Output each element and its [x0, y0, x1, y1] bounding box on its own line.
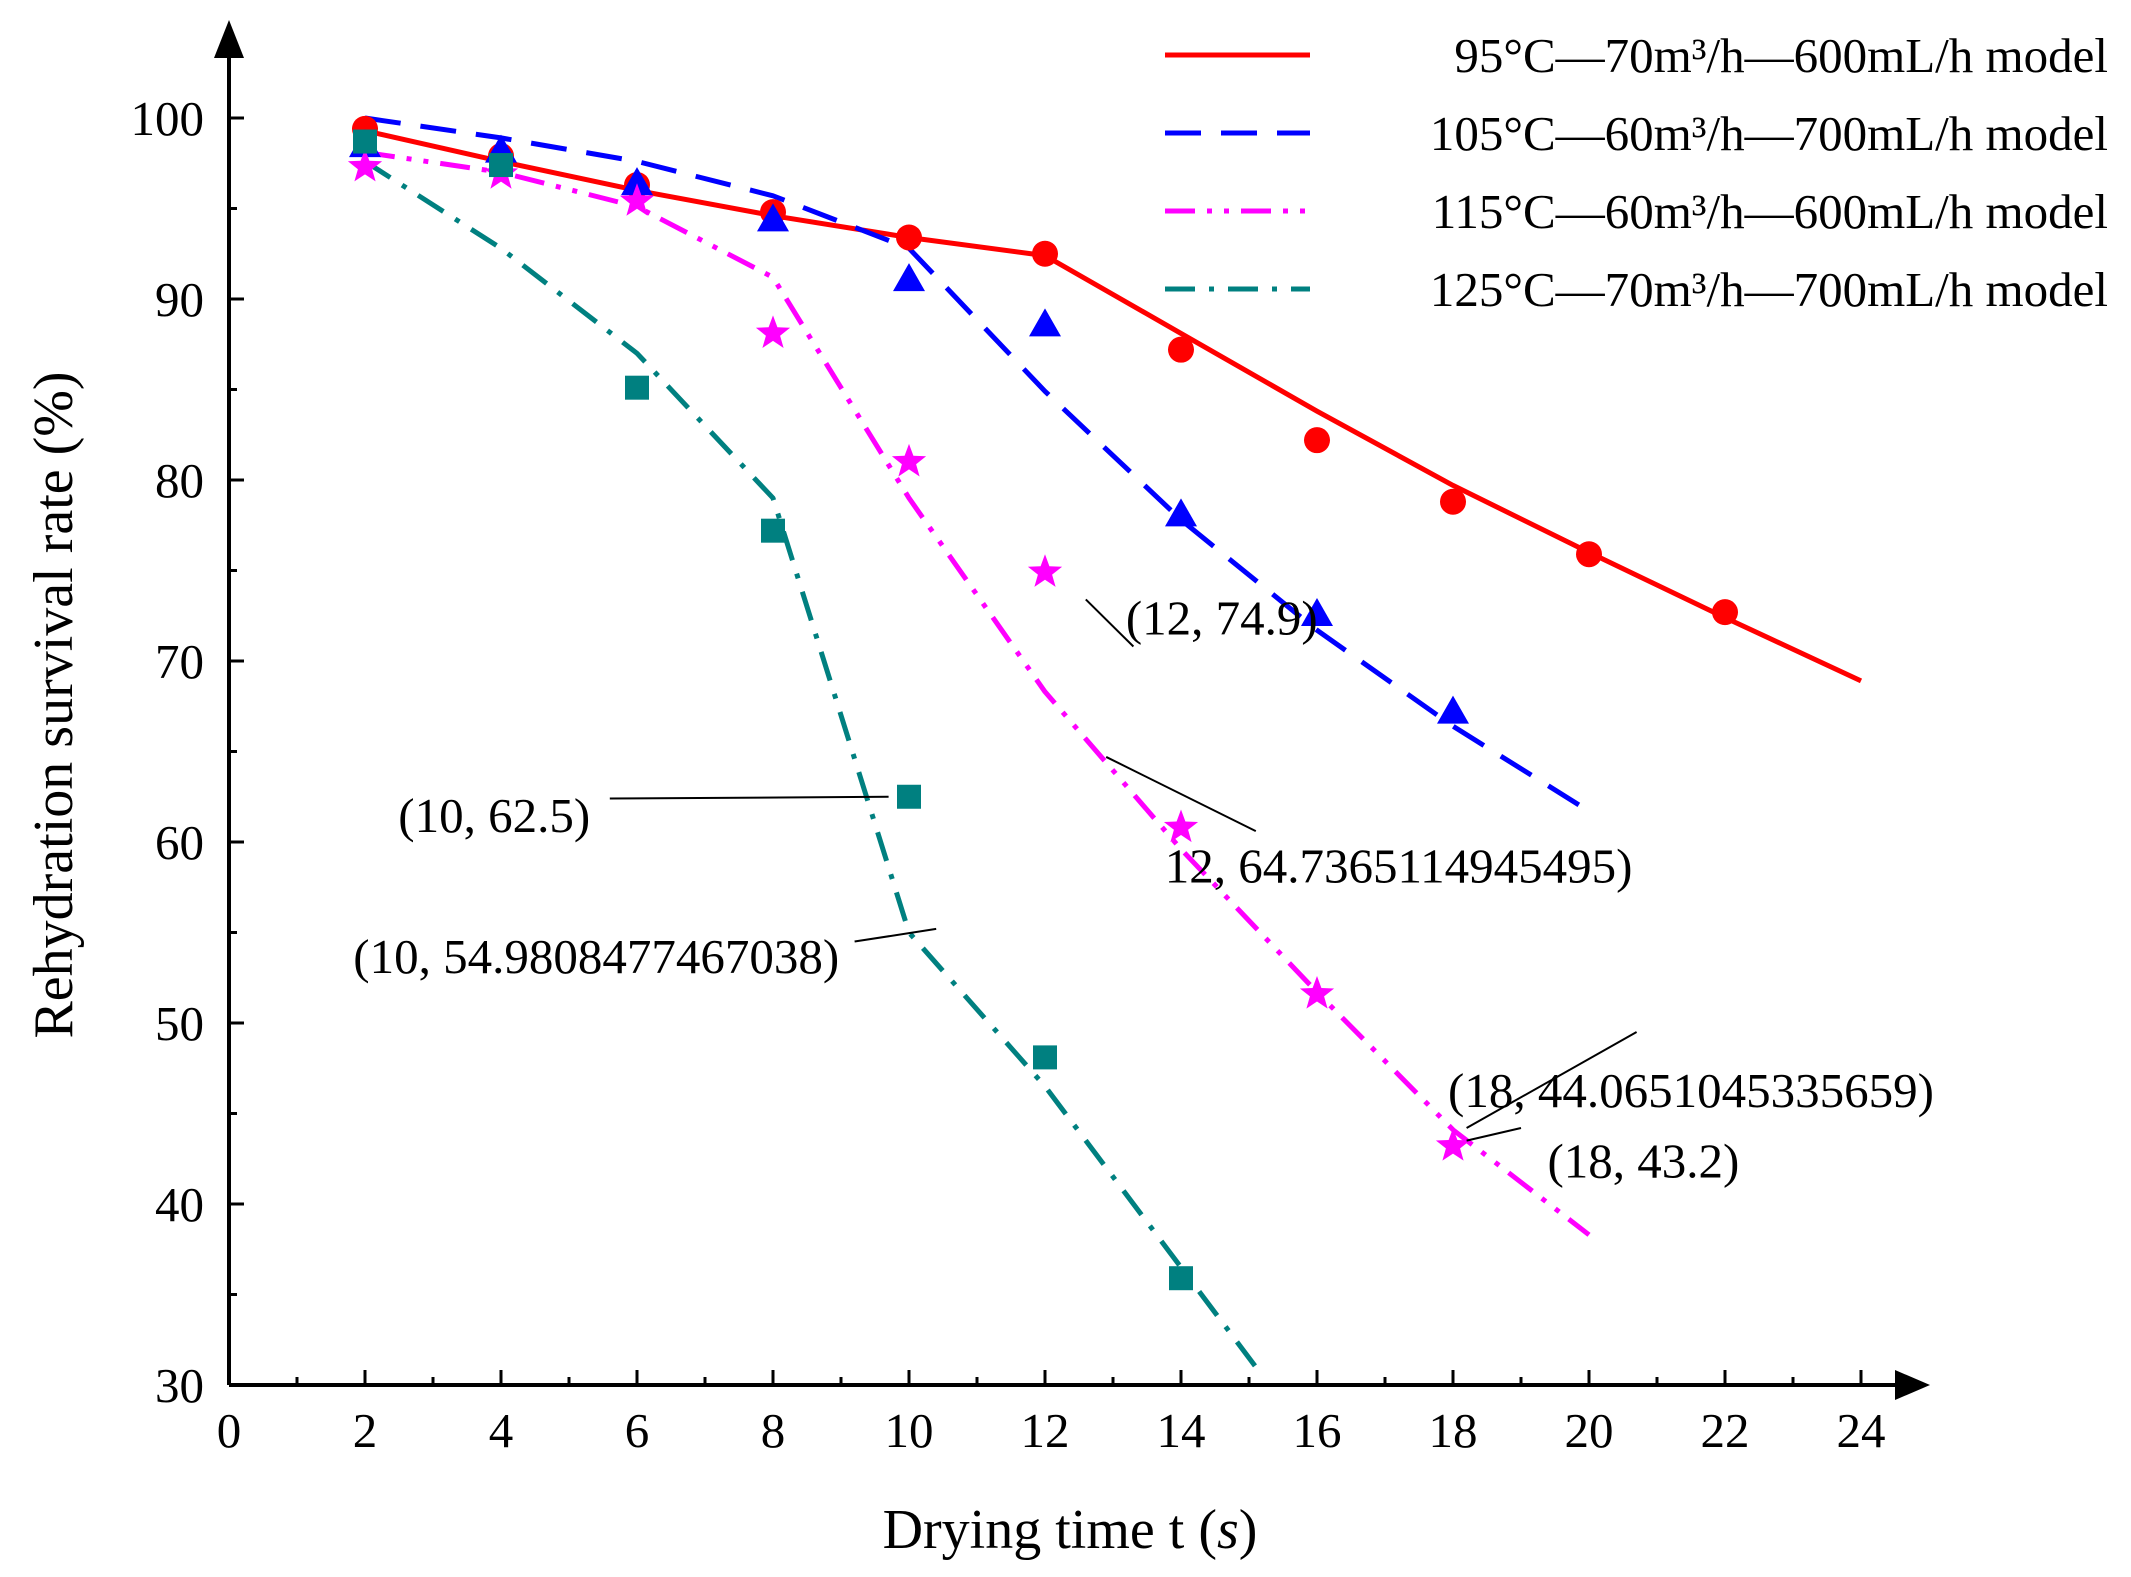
x-tick-label: 18 [1429, 1403, 1478, 1458]
y-tick-label: 90 [155, 272, 204, 327]
annotation-leader-line [609, 795, 889, 800]
series-1-data-point [1712, 599, 1738, 626]
series-3-data-point [1435, 1128, 1471, 1161]
x-axis-title: Drying time t (s) [883, 1499, 1258, 1561]
annotation-leader-line [1085, 598, 1135, 648]
x-tick-label: 6 [625, 1403, 650, 1458]
y-tick-label: 70 [155, 634, 204, 689]
series-3-model-line [364, 149, 1591, 1237]
y-tick-label: 40 [155, 1177, 204, 1232]
series-3-data-point [1163, 809, 1199, 843]
series-4-data-point [1169, 1266, 1193, 1291]
annotation-label: (12, 74.9) [1126, 591, 1318, 646]
annotation-label: (10, 62.5) [398, 788, 590, 843]
y-tick-label: 50 [155, 996, 204, 1051]
legend: 95°C—70m³/h—600mL/h model 105°C—60m³/h—70… [1165, 28, 2108, 317]
series-1-data-point [1032, 240, 1058, 267]
x-tick-label: 14 [1157, 1403, 1206, 1458]
model-lines [363, 115, 1863, 1378]
x-axis-title-prefix: Drying time t ( [883, 1499, 1217, 1561]
series-3-data-point [347, 148, 383, 182]
annotations: (12, 74.9) (10, 62.5) 12, 64.7365114945495… [353, 591, 1934, 1189]
series-2-data-point [1301, 597, 1333, 626]
series-4-data-point [489, 153, 513, 178]
series-3-data-point [755, 315, 791, 348]
annotation-leader-line [854, 927, 937, 943]
series-3-data-point [1027, 554, 1063, 587]
series-2-data-point [757, 203, 789, 232]
x-axis-arrow [1895, 1370, 1930, 1400]
y-tick-label: 30 [155, 1358, 204, 1413]
x-tick-label: 24 [1837, 1403, 1886, 1458]
series-1-data-point [1576, 541, 1602, 568]
series-1-data-point [1304, 427, 1330, 454]
x-axis-title-suffix: ) [1239, 1499, 1258, 1561]
annotation-leader-line [1105, 756, 1257, 833]
y-axis-title: Rehydration survival rate (%) [23, 371, 85, 1038]
annotation-leader-line [1466, 1127, 1522, 1142]
series-3-data-point [619, 183, 655, 216]
legend-label-series-1: 95°C—70m³/h—600mL/h model [1454, 28, 2108, 83]
axes [214, 20, 1930, 1400]
annotation-label: (18, 44.0651045335659) [1448, 1063, 1934, 1118]
series-4-data-point [625, 375, 649, 400]
series-4-data-point [897, 784, 921, 809]
series-2-data-point [1165, 498, 1197, 527]
legend-label-series-4: 125°C—70m³/h—700mL/h model [1430, 262, 2108, 317]
annotation-label: (18, 43.2) [1547, 1134, 1739, 1189]
annotation-label: (10, 54.9808477467038) [353, 929, 839, 984]
series-2-model-line [364, 115, 1591, 814]
annotation-label: 12, 64.7365114945495) [1165, 839, 1633, 894]
series-3-data-point [1299, 976, 1335, 1009]
series-4-data-point [761, 518, 785, 543]
y-tick-label: 60 [155, 815, 204, 870]
series-1-model-line [364, 128, 1863, 684]
series-2-data-point [1029, 308, 1061, 337]
x-tick-label: 12 [1021, 1403, 1070, 1458]
series-4-data-point [353, 129, 377, 154]
annotation-leader-line [1466, 1031, 1638, 1129]
series-2-data-point [893, 263, 925, 292]
x-tick-label: 8 [761, 1403, 786, 1458]
x-tick-label: 0 [217, 1403, 242, 1458]
data-markers [347, 115, 1738, 1291]
legend-label-series-2: 105°C—60m³/h—700mL/h model [1430, 106, 2108, 161]
series-3-data-point [891, 443, 927, 477]
series-4-data-point [1033, 1045, 1057, 1070]
series-1-data-point [896, 224, 922, 251]
series-1-data-point [1440, 488, 1466, 515]
x-axis-title-unit: s [1217, 1499, 1239, 1561]
legend-label-series-3: 115°C—60m³/h—600mL/h model [1432, 184, 2108, 239]
x-tick-label: 4 [489, 1403, 514, 1458]
series-4-model-line [363, 159, 1265, 1378]
x-tick-label: 20 [1565, 1403, 1614, 1458]
x-tick-label: 22 [1701, 1403, 1750, 1458]
tick-marks [227, 116, 1863, 1387]
y-axis-arrow [214, 20, 244, 58]
y-tick-label: 80 [155, 453, 204, 508]
y-tick-label: 100 [131, 91, 205, 146]
x-tick-label: 16 [1293, 1403, 1342, 1458]
x-tick-label: 2 [353, 1403, 378, 1458]
x-tick-label: 10 [885, 1403, 934, 1458]
series-1-data-point [1168, 336, 1194, 363]
series-2-data-point [1437, 695, 1469, 724]
series-2-data-point [621, 167, 653, 196]
